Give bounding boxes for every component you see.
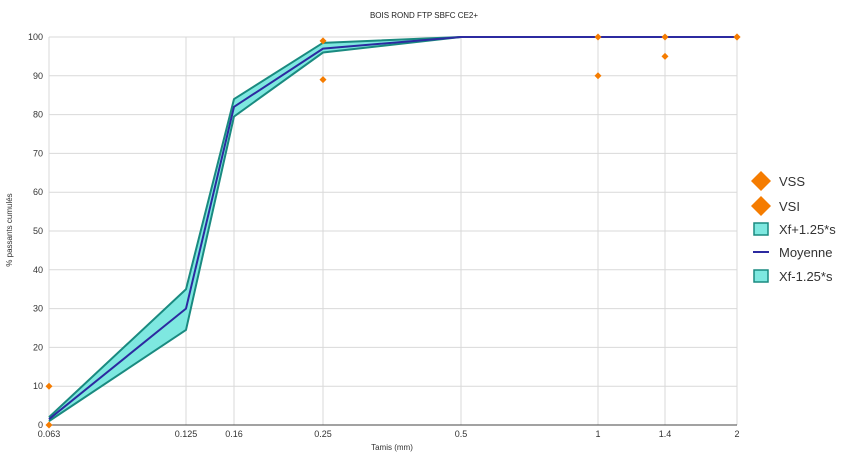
marker-vss xyxy=(319,37,327,45)
y-tick-label: 90 xyxy=(33,71,43,81)
legend-label: VSI xyxy=(779,199,800,214)
legend-label: Moyenne xyxy=(779,245,832,260)
legend-swatch-band-lower xyxy=(753,269,769,283)
chart-title: BOIS ROND FTP SBFC CE2+ xyxy=(370,11,478,20)
y-tick-label: 60 xyxy=(33,187,43,197)
y-tick-label: 10 xyxy=(33,381,43,391)
series-line-band-lower xyxy=(48,36,737,422)
y-tick-label: 0 xyxy=(38,420,43,430)
y-tick-label: 100 xyxy=(28,32,43,42)
y-tick-label: 30 xyxy=(33,304,43,314)
y-tick-label: 40 xyxy=(33,265,43,275)
legend-label: Xf+1.25*s xyxy=(779,222,836,237)
marker-vsi xyxy=(733,33,741,41)
x-tick-label: 2 xyxy=(734,429,739,439)
legend-swatch-band-upper xyxy=(753,222,769,236)
legend-label: Xf-1.25*s xyxy=(779,269,833,284)
confidence-band-fill xyxy=(49,37,737,422)
x-tick-label: 0.063 xyxy=(38,429,61,439)
y-tick-label: 20 xyxy=(33,342,43,352)
y-tick-label: 70 xyxy=(33,148,43,158)
series-line-moyenne xyxy=(48,36,737,420)
x-tick-label: 0.25 xyxy=(314,429,332,439)
marker-vsi xyxy=(319,76,327,84)
marker-vss xyxy=(45,382,53,390)
x-tick-label: 0.5 xyxy=(455,429,468,439)
y-axis-label: % passants cumulés xyxy=(5,193,14,266)
x-tick-label: 0.125 xyxy=(175,429,198,439)
legend: VSS VSI Xf+1.25*s Moyenne Xf-1.25*s xyxy=(751,171,836,284)
marker-vsi xyxy=(594,72,602,80)
y-tick-label: 50 xyxy=(33,226,43,236)
x-tick-label: 0.16 xyxy=(225,429,243,439)
series-line-band-upper xyxy=(48,36,737,418)
grid xyxy=(48,36,738,426)
legend-marker-vss xyxy=(751,171,771,191)
series-lines xyxy=(48,36,737,422)
marker-vss xyxy=(661,33,669,41)
markers xyxy=(45,33,741,429)
legend-marker-vsi xyxy=(751,196,771,216)
marker-vsi xyxy=(45,421,53,429)
legend-label: VSS xyxy=(779,174,805,189)
x-tick-label: 1.4 xyxy=(659,429,672,439)
marker-vss xyxy=(594,33,602,41)
x-tick-labels: 0.063 0.125 0.16 0.25 0.5 1 1.4 2 xyxy=(38,429,740,439)
bands xyxy=(49,37,737,422)
y-tick-label: 80 xyxy=(33,110,43,120)
x-axis-label: Tamis (mm) xyxy=(371,443,413,452)
y-tick-labels: 0 10 20 30 40 50 60 70 80 90 100 xyxy=(28,32,43,430)
marker-vsi xyxy=(661,52,669,60)
x-tick-label: 1 xyxy=(595,429,600,439)
